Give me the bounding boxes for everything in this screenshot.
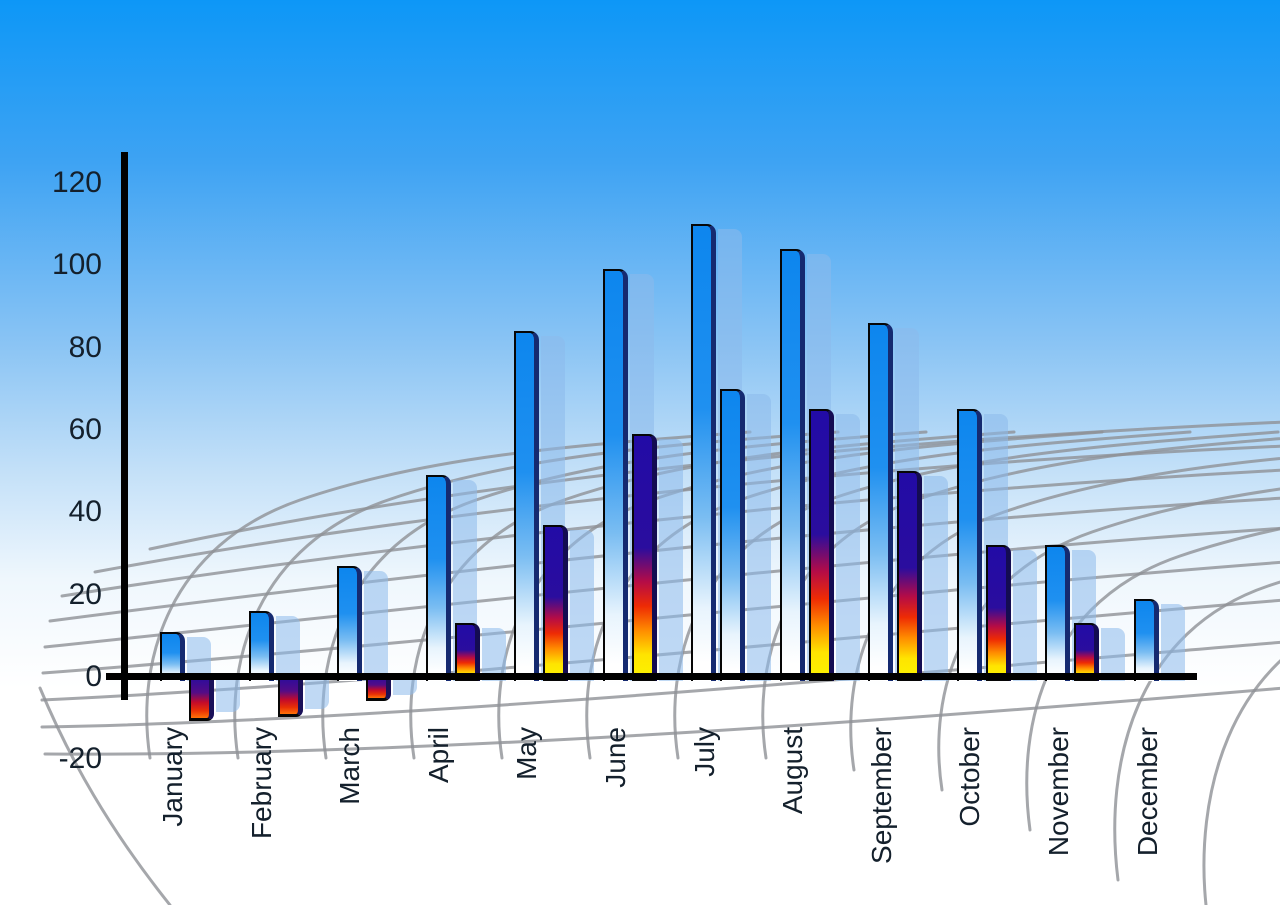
bar-july-series2 <box>720 388 745 681</box>
y-axis-tick-100: 100 <box>51 248 102 282</box>
bar-december-series1 <box>1134 598 1159 681</box>
x-axis-label-january: January <box>157 727 188 827</box>
y-axis-tick-80: 80 <box>68 330 102 364</box>
bar-october-series1 <box>957 409 982 681</box>
bar-october-series2 <box>986 545 1011 681</box>
y-axis-tick-40: 40 <box>68 495 102 529</box>
x-axis-label-september: September <box>866 727 897 864</box>
bar-august-series2 <box>809 409 834 681</box>
bar-august-series1 <box>780 248 805 681</box>
y-axis-tick-60: 60 <box>68 412 102 446</box>
bar-july-series1 <box>691 224 716 681</box>
bar-shadow-may-series2 <box>570 529 594 681</box>
x-axis-label-july: July <box>689 727 720 777</box>
y-axis-tick-20: 20 <box>68 577 102 611</box>
x-axis-label-october: October <box>954 727 985 827</box>
bar-january-series2 <box>189 677 214 722</box>
bar-february-series1 <box>249 611 274 681</box>
bar-shadow-november-series2 <box>1101 628 1125 681</box>
bar-shadow-july-series2 <box>747 393 771 681</box>
y-axis-tick--20: -20 <box>58 742 102 776</box>
bar-april-series2 <box>455 623 480 681</box>
bar-september-series1 <box>868 322 893 681</box>
bar-shadow-december-series1 <box>1161 603 1185 681</box>
x-axis-label-august: August <box>777 727 808 815</box>
bar-november-series2 <box>1074 623 1099 681</box>
bar-shadow-january-series2 <box>216 679 240 712</box>
x-axis-label-december: December <box>1132 727 1163 857</box>
bar-shadow-february-series1 <box>276 616 300 681</box>
bar-shadow-september-series2 <box>924 476 948 681</box>
bar-shadow-june-series2 <box>659 439 683 681</box>
y-axis-line <box>121 152 128 700</box>
x-axis-label-june: June <box>600 727 631 788</box>
x-axis-label-march: March <box>334 727 365 805</box>
x-axis-label-november: November <box>1043 727 1074 857</box>
bar-june-series2 <box>632 434 657 681</box>
bar-shadow-february-series2 <box>305 679 329 709</box>
x-axis-label-may: May <box>511 727 542 780</box>
bar-january-series1 <box>160 631 185 681</box>
y-axis-tick-120: 120 <box>51 165 102 199</box>
bar-march-series2 <box>366 677 391 701</box>
bar-may-series1 <box>514 331 539 681</box>
x-axis-label-april: April <box>423 727 454 784</box>
zero-baseline <box>106 673 1197 680</box>
bar-march-series1 <box>337 565 362 681</box>
bar-june-series1 <box>603 269 628 681</box>
bar-november-series1 <box>1045 545 1070 681</box>
bar-shadow-april-series2 <box>482 628 506 681</box>
bar-may-series2 <box>543 524 568 681</box>
bar-september-series2 <box>897 471 922 681</box>
bar-shadow-march-series2 <box>393 679 417 696</box>
bar-february-series2 <box>278 677 303 718</box>
x-axis-label-february: February <box>246 727 277 840</box>
y-axis-tick-0: 0 <box>85 660 102 693</box>
bar-shadow-march-series1 <box>364 570 388 681</box>
bar-april-series1 <box>426 475 451 681</box>
bar-shadow-october-series2 <box>1013 550 1037 681</box>
bar-shadow-august-series2 <box>836 414 860 681</box>
